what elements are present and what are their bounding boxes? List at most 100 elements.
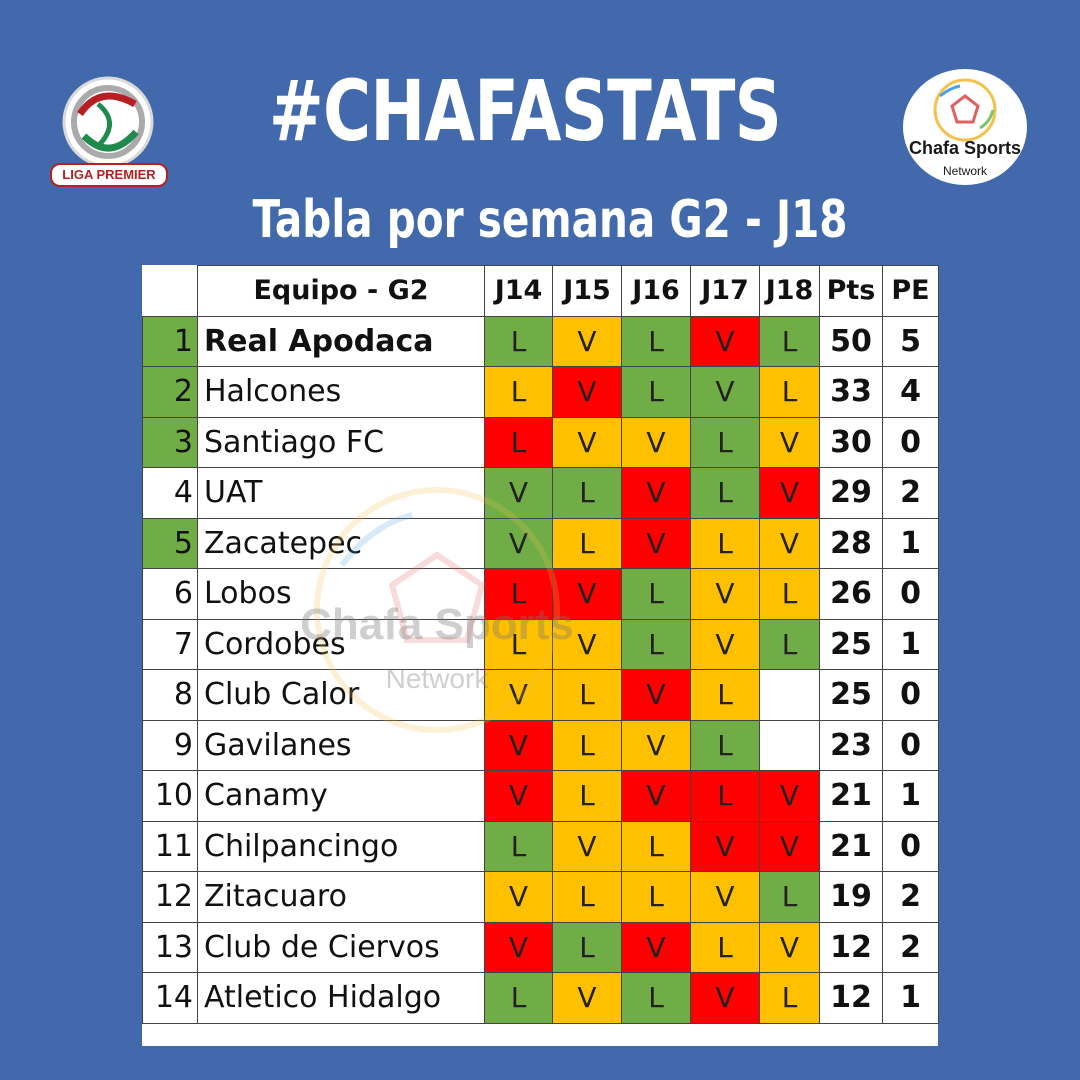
result-cell-j14: V [484,517,553,569]
position-cell: 8 [142,669,198,721]
table-row: 9 Gavilanes V L V L 23 0 [142,719,939,771]
header-j16: J16 [621,265,691,317]
chafa-sports-emblem-icon [903,69,1027,185]
result-cell-j18: L [759,315,820,367]
result-cell-j16: V [621,770,691,822]
result-cell-j14: L [484,618,553,670]
table-row: 13 Club de Ciervos V L V L V 12 2 [142,921,939,973]
pe-cell: 0 [882,416,939,468]
points-cell: 19 [819,871,883,923]
result-cell-j18: L [759,871,820,923]
position-cell: 5 [142,517,198,569]
table-row: 8 Club Calor V L V L 25 0 [142,669,939,721]
header-corner [142,265,198,317]
result-cell-j17: L [690,467,760,519]
result-cell-j16: L [621,871,691,923]
result-cell-j17: V [690,568,760,620]
header-pe: PE [882,265,939,317]
pe-cell: 0 [882,669,939,721]
points-cell: 21 [819,820,883,872]
liga-premier-logo: LIGA PREMIER [50,74,168,187]
result-cell-j14: V [484,770,553,822]
result-cell-j16: L [621,820,691,872]
chafa-sports-network: Network [942,164,987,178]
table-row: 7 Cordobes L V L V L 25 1 [142,618,939,670]
pe-cell: 2 [882,871,939,923]
result-cell-j17: L [690,719,760,771]
result-cell-j16: L [621,315,691,367]
result-cell-j15: V [552,820,622,872]
points-cell: 25 [819,669,883,721]
points-cell: 28 [819,517,883,569]
result-cell-j17: V [690,972,760,1024]
table-row: 12 Zitacuaro V L L V L 19 2 [142,871,939,923]
table-row: 10 Canamy V L V L V 21 1 [142,770,939,822]
pe-cell: 5 [882,315,939,367]
position-cell: 9 [142,719,198,771]
result-cell-j14: L [484,820,553,872]
result-cell-j17: V [690,820,760,872]
result-cell-j15: L [552,517,622,569]
team-name-cell: Zitacuaro [197,871,485,923]
position-cell: 12 [142,871,198,923]
result-cell-j18: V [759,921,820,973]
team-name-cell: UAT [197,467,485,519]
result-cell-j15: V [552,618,622,670]
result-cell-j14: V [484,669,553,721]
pe-cell: 0 [882,820,939,872]
team-name-cell: Atletico Hidalgo [197,972,485,1024]
result-cell-j17: V [690,618,760,670]
result-cell-j17: L [690,921,760,973]
result-cell-j17: L [690,669,760,721]
result-cell-j15: L [552,871,622,923]
result-cell-j16: L [621,366,691,418]
result-cell-j16: V [621,416,691,468]
table-row: 2 Halcones L V L V L 33 4 [142,366,939,418]
chafa-sports-logo: Chafa Sports Network [900,66,1030,188]
result-cell-j17: L [690,416,760,468]
header-j14: J14 [484,265,553,317]
header-row: Equipo - G2 J14 J15 J16 J17 J18 Pts PE [142,265,939,317]
team-name-cell: Real Apodaca [197,315,485,367]
result-cell-j18 [759,719,820,771]
result-cell-j17: V [690,315,760,367]
result-cell-j18: L [759,972,820,1024]
result-cell-j18 [759,669,820,721]
table-row: 4 UAT V L V L V 29 2 [142,467,939,519]
result-cell-j16: V [621,669,691,721]
watermark-network: Network [385,663,489,694]
result-cell-j16: L [621,972,691,1024]
position-cell: 2 [142,366,198,418]
team-name-cell: Chilpancingo [197,820,485,872]
result-cell-j14: V [484,871,553,923]
result-cell-j16: V [621,921,691,973]
points-cell: 12 [819,972,883,1024]
result-cell-j15: V [552,315,622,367]
points-cell: 12 [819,921,883,973]
table-row: 5 Zacatepec V L V L V 28 1 [142,517,939,569]
result-cell-j15: V [552,366,622,418]
team-name-cell: Canamy [197,770,485,822]
points-cell: 50 [819,315,883,367]
header-j18: J18 [759,265,820,317]
result-cell-j16: V [621,467,691,519]
result-cell-j16: L [621,618,691,670]
watermark-brand: Chafa Sports [300,600,574,649]
position-cell: 7 [142,618,198,670]
result-cell-j15: L [552,921,622,973]
standings-table-container: Equipo - G2 J14 J15 J16 J17 J18 Pts PE 1… [142,265,939,1046]
result-cell-j18: L [759,618,820,670]
liga-premier-label: LIGA PREMIER [50,163,168,187]
result-cell-j16: V [621,517,691,569]
result-cell-j18: L [759,366,820,418]
result-cell-j14: L [484,972,553,1024]
pe-cell: 1 [882,517,939,569]
header-j15: J15 [552,265,622,317]
liga-premier-emblem-icon [62,76,154,168]
team-name-cell: Cordobes [197,618,485,670]
result-cell-j15: L [552,669,622,721]
page-subtitle: Tabla por semana G2 - J18 [252,190,848,250]
result-cell-j15: V [552,972,622,1024]
position-cell: 11 [142,820,198,872]
team-name-cell: Club Calor [197,669,485,721]
